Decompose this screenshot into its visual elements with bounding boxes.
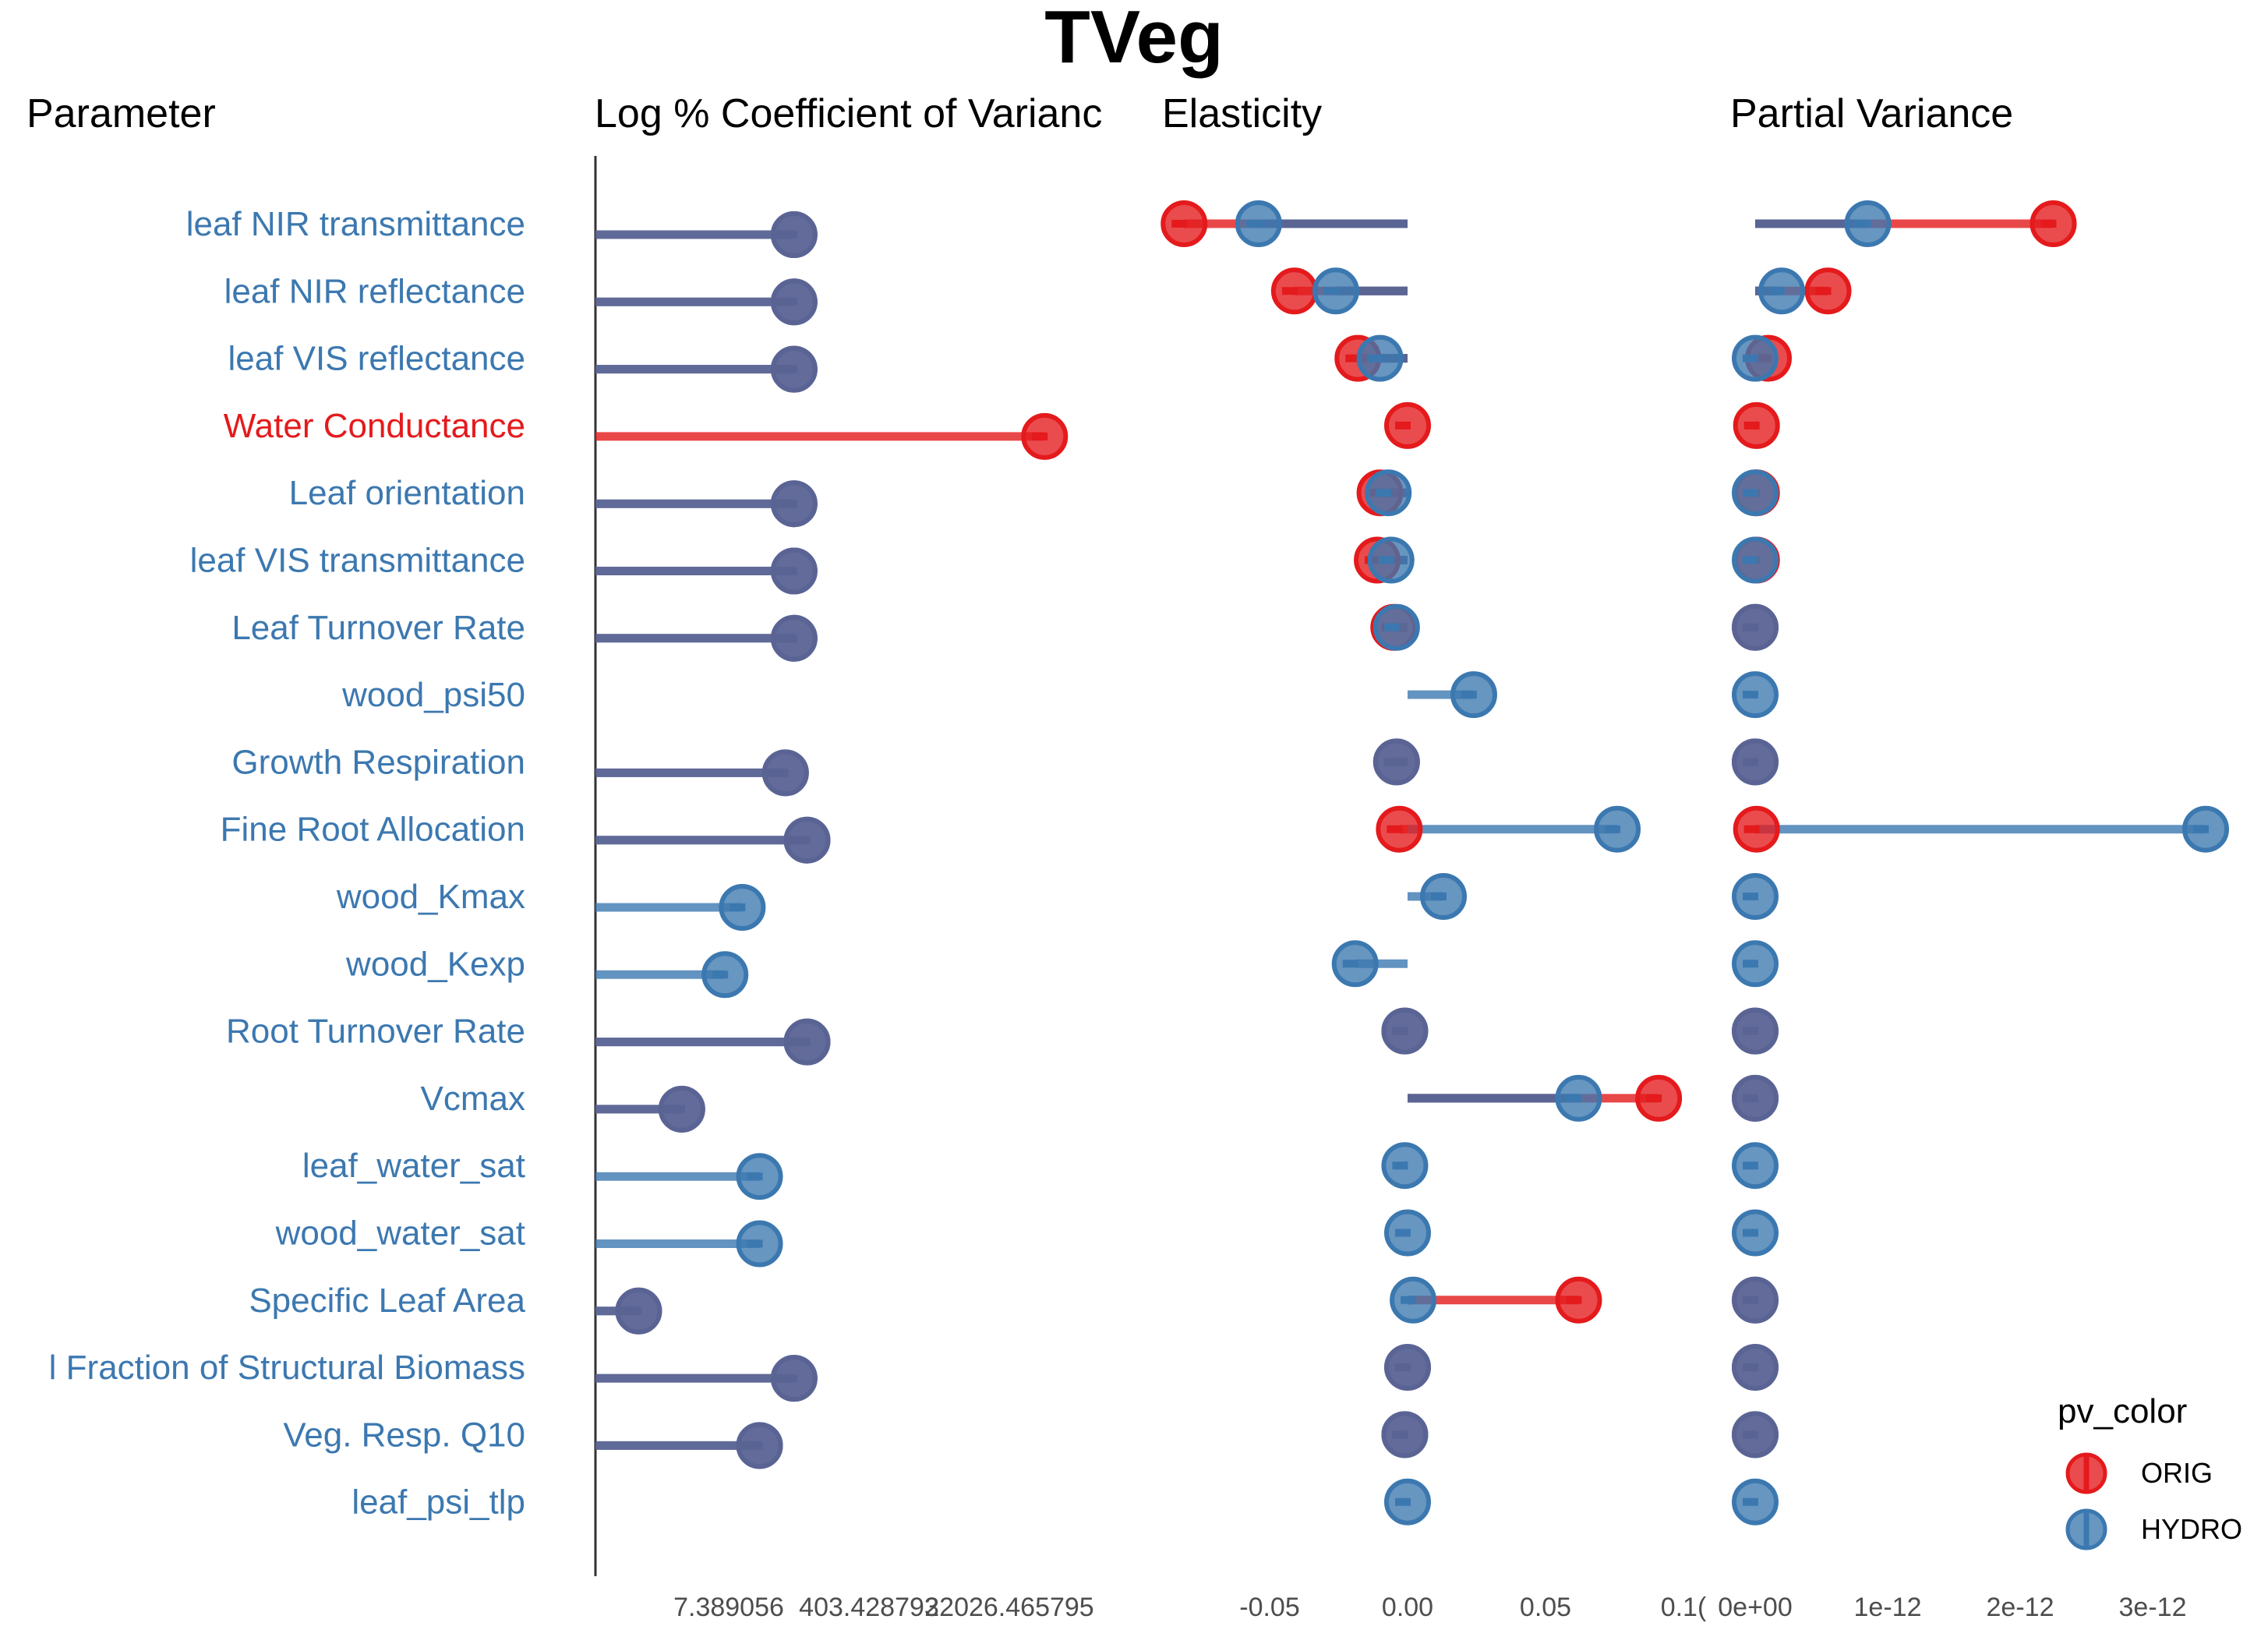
- parameter-label: Specific Leaf Area: [249, 1282, 525, 1320]
- cv-tick-label: 403.428793: [799, 1593, 939, 1622]
- elasticity-tick-label: -0.05: [1239, 1593, 1300, 1622]
- parameter-label: leaf_water_sat: [302, 1147, 525, 1185]
- cv-panel: [595, 211, 1069, 1469]
- parameter-label: wood_psi50: [341, 676, 525, 714]
- parameter-label: wood_Kmax: [336, 878, 525, 916]
- header-partial-variance: Partial Variance: [1730, 91, 2013, 136]
- header-elasticity: Elasticity: [1162, 91, 1322, 136]
- parameter-label: wood_Kexp: [345, 945, 525, 983]
- pv-tick-label: 1e-12: [1854, 1593, 1922, 1622]
- parameter-label: leaf_psi_tlp: [352, 1483, 525, 1522]
- parameter-label: Leaf Turnover Rate: [231, 609, 525, 647]
- parameter-label: leaf VIS reflectance: [228, 340, 525, 378]
- pv-tick-label: 0e+00: [1718, 1593, 1793, 1622]
- legend: pv_color ORIG HYDRO: [2058, 1392, 2242, 1550]
- partial-variance-panel: [1732, 200, 2229, 1526]
- parameter-label: wood_water_sat: [275, 1214, 525, 1253]
- parameter-label: Veg. Resp. Q10: [283, 1416, 525, 1454]
- parameter-label: leaf NIR transmittance: [186, 205, 525, 243]
- pv-tick-label: 2e-12: [1987, 1593, 2054, 1622]
- parameter-label: leaf NIR reflectance: [224, 272, 525, 310]
- elasticity-tick-label: 0.1(: [1661, 1593, 1707, 1622]
- elasticity-panel: [1160, 200, 1683, 1526]
- parameter-label: Growth Respiration: [231, 743, 525, 781]
- legend-label-hydro: HYDRO: [2141, 1513, 2242, 1545]
- pv-tick-label: 3e-12: [2119, 1593, 2187, 1622]
- elasticity-tick-label: 0.05: [1520, 1593, 1571, 1622]
- legend-label-orig: ORIG: [2141, 1457, 2213, 1489]
- elasticity-tick-label: 0.00: [1382, 1593, 1433, 1622]
- header-parameter: Parameter: [26, 91, 216, 136]
- parameter-label: Vcmax: [421, 1080, 525, 1118]
- parameter-labels: leaf NIR transmittance leaf NIR reflectan…: [49, 205, 526, 1522]
- parameter-label: leaf VIS transmittance: [190, 542, 525, 580]
- parameter-label: Water Conductance: [224, 407, 525, 445]
- chart-title: TVeg: [1044, 0, 1223, 79]
- legend-title: pv_color: [2058, 1392, 2187, 1430]
- parameter-label: Fine Root Allocation: [221, 811, 525, 849]
- header-cv: Log % Coefficient of Varianc: [595, 91, 1102, 136]
- parameter-label: Leaf orientation: [289, 474, 525, 512]
- parameter-label: Root Turnover Rate: [226, 1013, 525, 1051]
- cv-tick-label: 7.389056: [673, 1593, 784, 1622]
- parameter-label: l Fraction of Structural Biomass: [49, 1349, 525, 1387]
- legend-items: ORIG HYDRO: [2065, 1452, 2242, 1550]
- cv-tick-label: 22026.465795: [924, 1593, 1093, 1622]
